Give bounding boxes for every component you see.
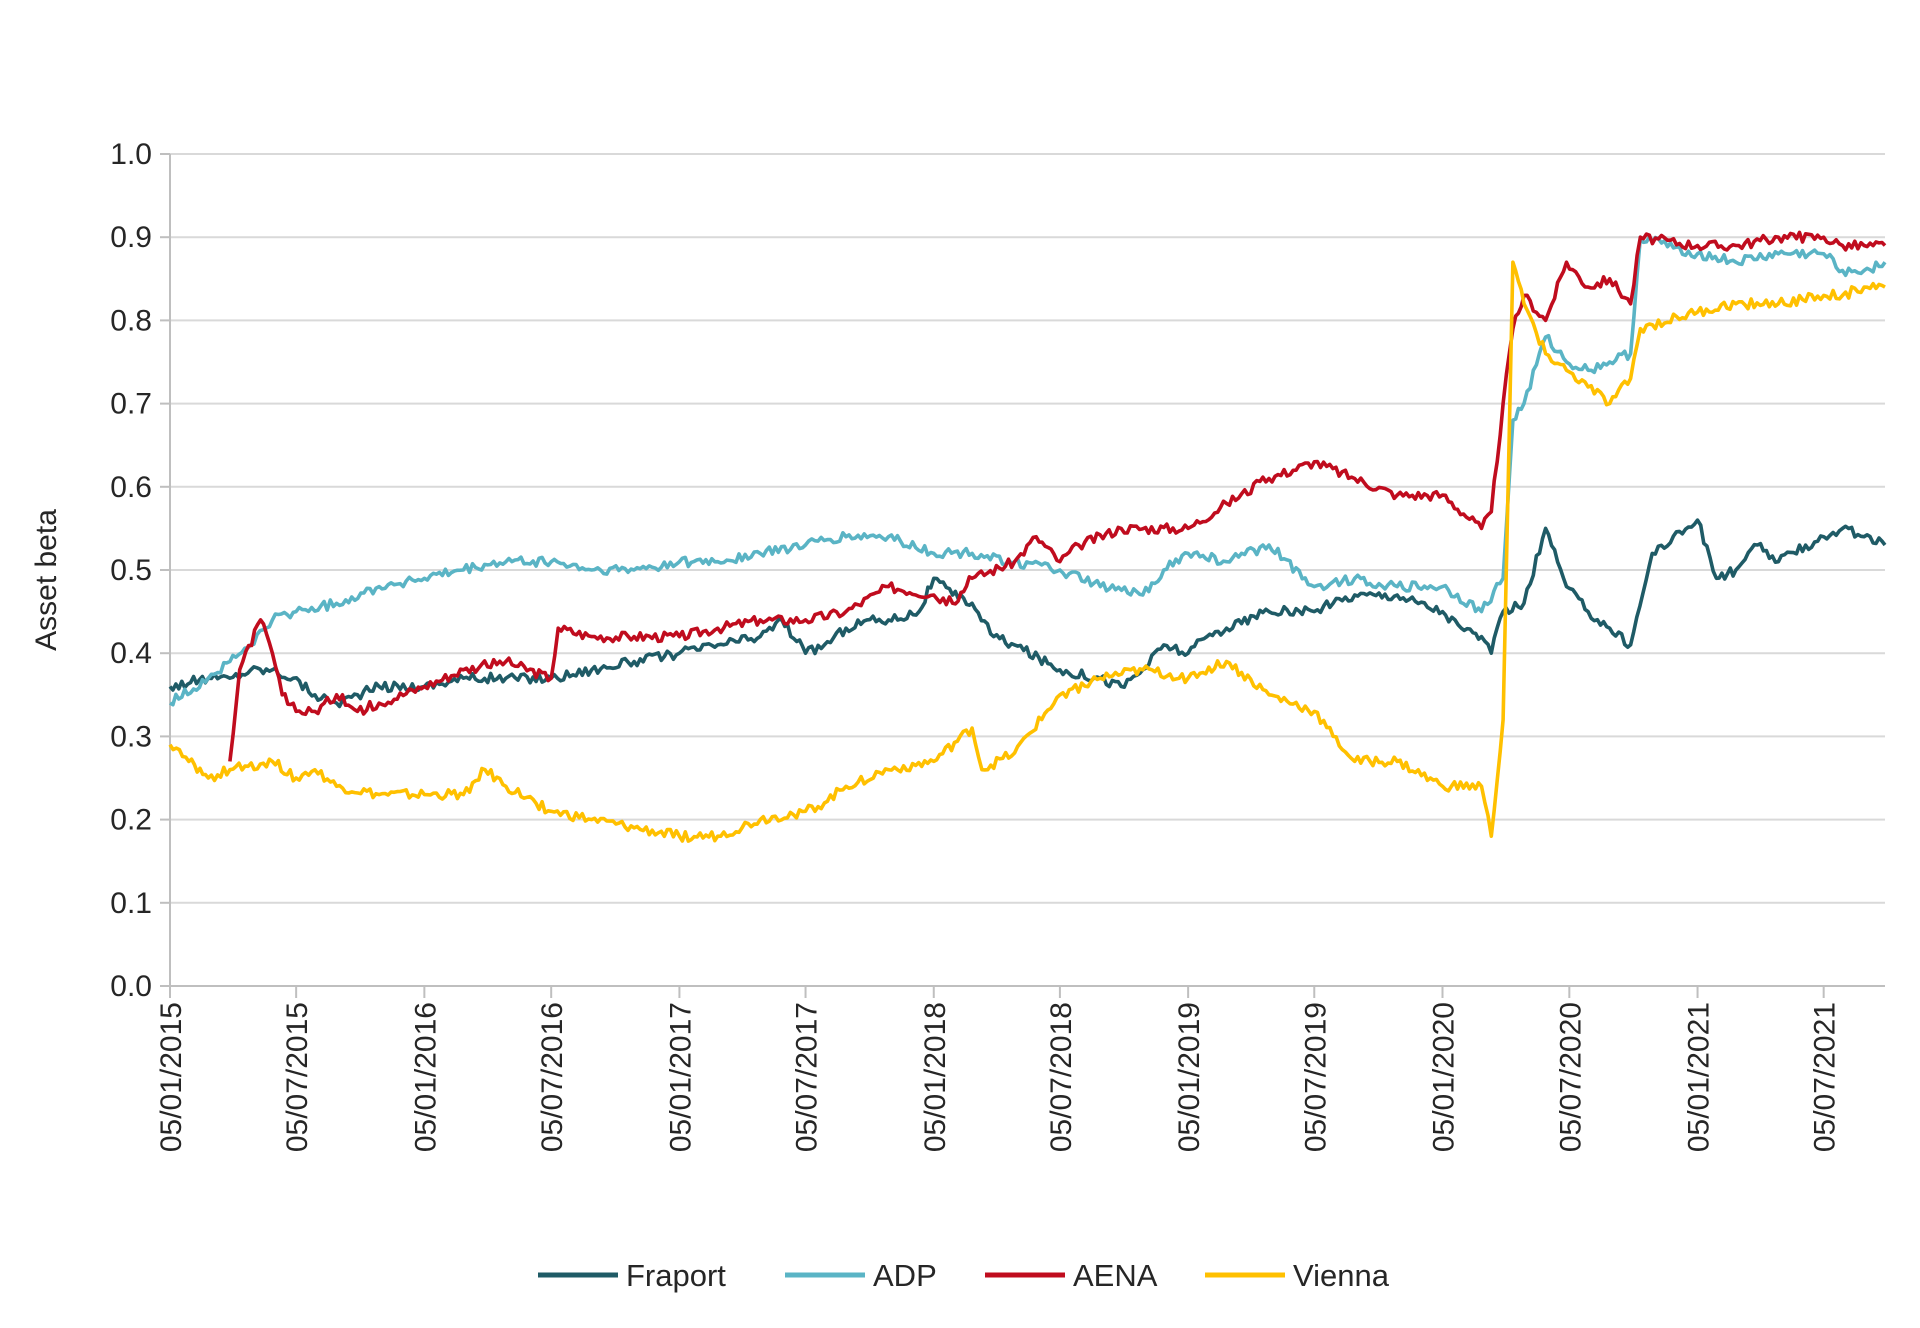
series-line-vienna: [168, 260, 1886, 843]
x-tick-label: 05/01/2017: [664, 1002, 697, 1152]
legend-label-aena: AENA: [1073, 1258, 1158, 1293]
x-tick-label: 05/07/2017: [791, 1002, 824, 1152]
x-tick-label: 05/01/2021: [1683, 1002, 1716, 1152]
legend-label-vienna: Vienna: [1293, 1258, 1390, 1293]
y-axis-title: Asset beta: [30, 509, 63, 651]
y-tick-label: 0.0: [110, 970, 152, 1003]
y-tick-label: 0.2: [110, 804, 152, 837]
legend-label-adp: ADP: [873, 1258, 937, 1293]
x-tick-label: 05/01/2015: [155, 1002, 188, 1152]
series-lines: [168, 230, 1887, 843]
legend-label-fraport: Fraport: [626, 1258, 726, 1293]
x-tick-label: 05/01/2019: [1173, 1002, 1206, 1152]
y-tick-label: 0.7: [110, 388, 152, 421]
series-line-fraport: [168, 518, 1887, 709]
y-axis-ticks: 0.0 0.1 0.2 0.3 0.4 0.5 0.6 0.7 0.8 0.9 1.0: [110, 138, 170, 1003]
x-tick-label: 05/07/2021: [1809, 1002, 1842, 1152]
y-tick-label: 0.1: [110, 887, 152, 920]
x-tick-label: 05/01/2016: [409, 1002, 442, 1152]
x-tick-label: 05/07/2019: [1299, 1002, 1332, 1152]
x-tick-label: 05/01/2018: [919, 1002, 952, 1152]
x-tick-label: 05/07/2018: [1045, 1002, 1078, 1152]
y-tick-label: 0.4: [110, 637, 152, 670]
x-tick-label: 05/07/2015: [281, 1002, 314, 1152]
x-tick-label: 05/07/2020: [1554, 1002, 1587, 1152]
series-line-adp: [169, 235, 1887, 707]
y-tick-label: 0.3: [110, 720, 152, 753]
series-line-aena: [228, 230, 1887, 762]
x-axis-ticks: 05/01/2015 05/07/2015 05/01/2016 05/07/2016…: [155, 986, 1842, 1152]
y-tick-label: 0.8: [110, 304, 152, 337]
legend: Fraport ADP AENA Vienna: [538, 1258, 1390, 1293]
y-tick-label: 0.9: [110, 221, 152, 254]
x-tick-label: 05/07/2016: [536, 1002, 569, 1152]
y-tick-label: 1.0: [110, 138, 152, 171]
gridlines: [170, 153, 1885, 904]
x-tick-label: 05/01/2020: [1427, 1002, 1460, 1152]
y-tick-label: 0.6: [110, 471, 152, 504]
y-tick-label: 0.5: [110, 554, 152, 587]
